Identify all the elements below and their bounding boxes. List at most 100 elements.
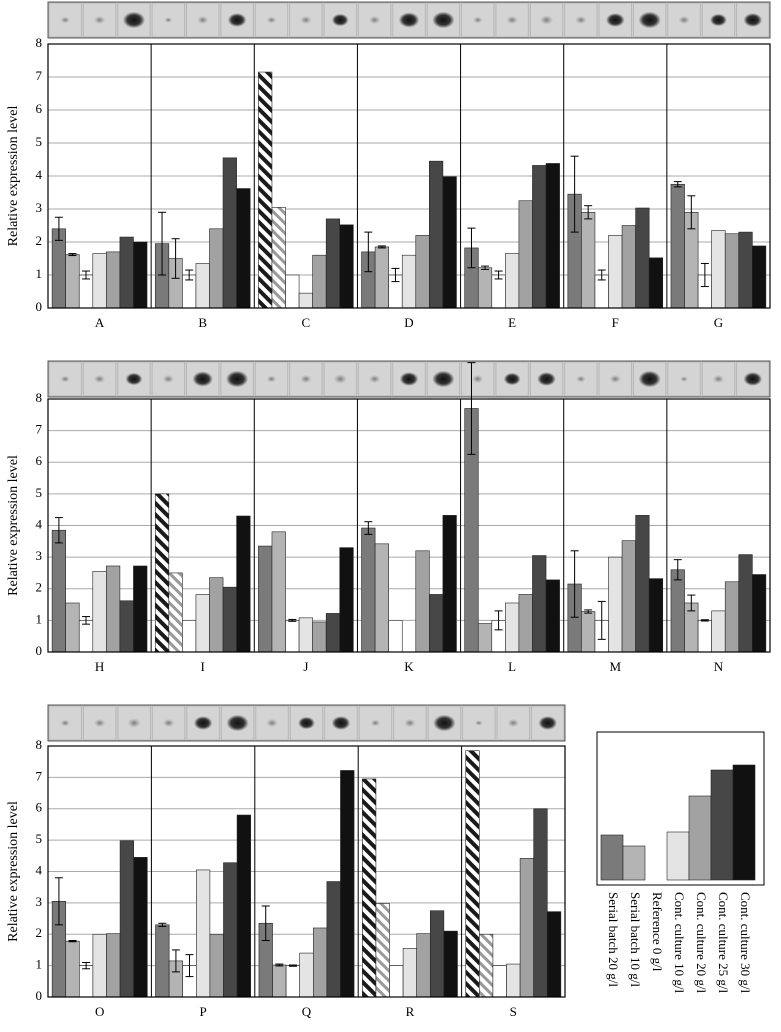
gel-band [331, 13, 349, 27]
legend-label: Reference 0 g/l [650, 892, 665, 972]
y-tick-label: 7 [36, 422, 43, 437]
gel-lane [151, 705, 186, 741]
bar [65, 254, 80, 309]
bar [442, 515, 457, 653]
y-tick-label: 7 [36, 68, 43, 83]
bar [415, 550, 430, 653]
gel-band [93, 374, 106, 384]
y-tick-label: 5 [36, 485, 43, 500]
bar [711, 610, 726, 653]
bar [492, 965, 507, 998]
x-tick-label: M [610, 659, 622, 674]
x-tick-label: Q [302, 1004, 312, 1019]
gel-lane [598, 361, 632, 397]
gel-band [122, 11, 146, 29]
gel-lane [117, 705, 151, 741]
y-axis-label: Relative expression level [6, 106, 21, 247]
x-tick-label: R [406, 1004, 415, 1019]
error-bar [364, 521, 373, 535]
bar [621, 540, 636, 653]
x-tick-label: A [95, 315, 105, 330]
bar [133, 565, 148, 653]
gel-band [300, 15, 312, 25]
x-tick-label: N [714, 659, 724, 674]
gel-band [638, 370, 661, 388]
error-bar [185, 269, 194, 281]
bar [608, 235, 623, 309]
plot-frame [47, 745, 566, 998]
bar [209, 228, 224, 309]
error-bar [82, 616, 91, 625]
legend-label: Cont. culture 20 g/l [694, 892, 709, 993]
gel-band [227, 13, 247, 27]
bar [505, 253, 520, 309]
bar [182, 620, 197, 653]
error-bar [673, 559, 682, 581]
legend-swatch [622, 845, 646, 881]
x-tick-label: F [612, 315, 619, 330]
bar [236, 515, 251, 653]
bar [339, 547, 354, 653]
error-bar [570, 155, 579, 233]
error-bar [54, 216, 63, 241]
bar [119, 840, 134, 998]
bar [168, 572, 183, 653]
error-bar [467, 362, 476, 455]
bar [236, 814, 251, 998]
y-tick-label: 3 [36, 200, 43, 215]
bar [133, 857, 148, 998]
bar [374, 543, 389, 653]
gel-band [266, 16, 277, 24]
x-tick-label: J [303, 659, 308, 674]
bar [491, 274, 506, 309]
gel-band [404, 718, 416, 728]
error-bar [584, 205, 593, 220]
bar [442, 176, 457, 309]
error-bar [288, 618, 297, 622]
bar [78, 620, 94, 653]
gel-band [638, 11, 661, 29]
bar [326, 881, 341, 998]
error-bar [467, 227, 476, 269]
y-tick-label: 4 [36, 167, 43, 182]
error-bar [700, 262, 709, 288]
error-bar [68, 940, 77, 943]
bar [635, 207, 650, 309]
bar [223, 862, 238, 998]
bar [429, 594, 444, 653]
error-bar [673, 181, 682, 188]
bar [92, 253, 107, 309]
gel-band [433, 714, 456, 732]
gel-band [94, 718, 106, 728]
bar [272, 964, 287, 998]
legend-label: Cont. culture 10 g/l [672, 892, 687, 993]
error-bar [481, 265, 490, 270]
error-bar [570, 550, 579, 618]
bar [429, 910, 445, 998]
bar [119, 236, 134, 309]
bar [545, 579, 560, 653]
error-bar [68, 253, 77, 257]
bar [271, 531, 286, 653]
error-bar [54, 517, 63, 544]
bar [752, 245, 767, 309]
error-bar [261, 905, 270, 942]
gel-band [474, 720, 483, 726]
bar [65, 602, 80, 653]
gel-band [605, 13, 625, 27]
error-bar [687, 195, 696, 230]
bar [92, 571, 107, 653]
bar [621, 225, 636, 309]
bar [724, 233, 740, 309]
bar [608, 556, 623, 653]
bar [546, 911, 562, 998]
bar [752, 574, 767, 653]
gel-band [538, 716, 558, 730]
y-tick-label: 5 [36, 831, 43, 846]
gel-band [162, 718, 175, 728]
error-bar [391, 267, 400, 283]
gel-band [678, 15, 690, 25]
bar [195, 594, 210, 653]
gel-band [60, 375, 70, 383]
